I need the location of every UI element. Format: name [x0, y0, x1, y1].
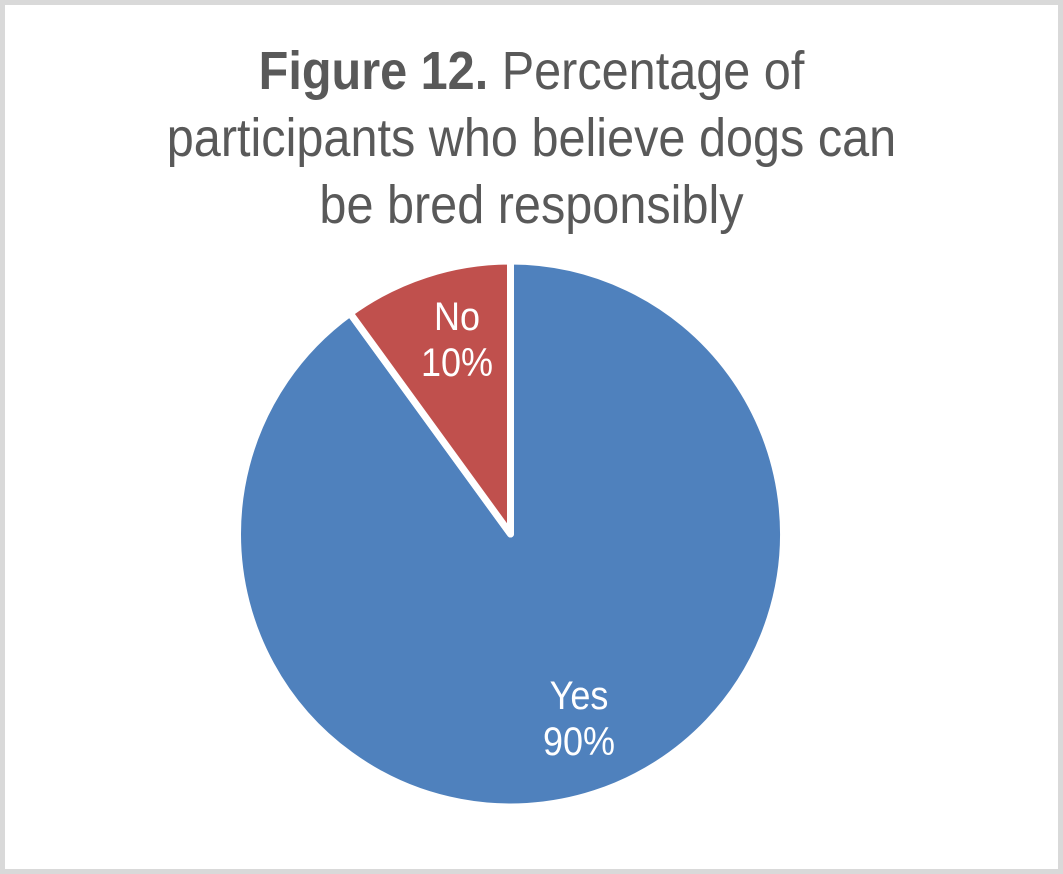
chart-title-figure-number: Figure 12.	[258, 41, 489, 101]
pie-slice-no	[346, 257, 514, 538]
pie-label-no-name: No	[433, 295, 481, 339]
chart-title-line-2: participants who believe dogs can	[166, 108, 897, 168]
chart-title-line-1-rest: Percentage of	[488, 41, 805, 101]
pie-label-yes-value: 90%	[542, 720, 616, 764]
pie-label-no: No 10%	[421, 294, 493, 386]
pie-label-no-value: 10%	[420, 341, 494, 385]
pie-label-yes-name: Yes	[549, 674, 609, 718]
chart-title-line-1: Figure 12. Percentage of	[53, 38, 1010, 105]
pie-label-yes: Yes 90%	[543, 673, 615, 765]
chart-title: Figure 12. Percentage of participants wh…	[53, 38, 1010, 239]
chart-title-line-3: be bred responsibly	[319, 175, 744, 235]
